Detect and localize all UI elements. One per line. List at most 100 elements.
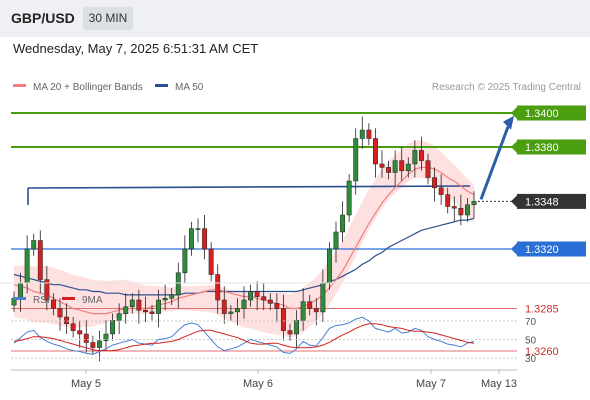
candle-down xyxy=(208,248,214,275)
price-label-pointer xyxy=(511,243,517,255)
candle-down xyxy=(280,308,286,331)
rsi-level-label: 50 xyxy=(525,336,537,347)
rsi-level-label: 30 xyxy=(525,354,537,365)
ma50-legend-label: MA 50 xyxy=(175,82,204,93)
candle-up xyxy=(156,299,162,314)
price-label-pointer xyxy=(511,141,517,153)
header-bar: GBP/USD 30 MIN xyxy=(0,0,590,37)
candle-down xyxy=(57,308,63,318)
candle-down xyxy=(261,296,267,301)
candle-down xyxy=(254,291,260,297)
time-label: May 7 xyxy=(416,378,446,390)
candle-up xyxy=(195,228,201,230)
candle-down xyxy=(313,308,319,313)
timeframe-button[interactable]: 30 MIN xyxy=(83,7,133,30)
candle-up xyxy=(294,320,300,335)
time-label: May 13 xyxy=(481,378,517,390)
candle-up xyxy=(169,294,175,299)
candle-up xyxy=(228,311,234,314)
time-label: May 6 xyxy=(243,378,273,390)
price-label-box xyxy=(517,105,586,121)
candle-up xyxy=(24,248,30,284)
candle-down xyxy=(221,299,227,314)
candle-down xyxy=(379,163,385,168)
candle-down xyxy=(425,160,431,178)
candle-up xyxy=(346,180,352,216)
candle-down xyxy=(267,299,273,304)
price-label-1.3285: 1.3285 xyxy=(525,304,559,316)
candle-up xyxy=(248,291,254,301)
price-label-1.3260: 1.3260 xyxy=(525,346,559,358)
candle-up xyxy=(464,204,470,216)
candle-up xyxy=(333,231,339,250)
ma20-legend-swatch xyxy=(13,84,26,87)
forecast-arrow-head xyxy=(503,115,514,130)
currency-pair: GBP/USD xyxy=(11,10,75,26)
candle-down xyxy=(37,240,43,280)
candle-down xyxy=(366,129,372,139)
candle-up xyxy=(392,160,398,173)
candle-down xyxy=(142,309,148,313)
candle-up xyxy=(182,248,188,274)
time-axis: May 5 May 6 May 7 May 13 xyxy=(71,370,517,390)
ma20-legend-label: MA 20 + Bollinger Bands xyxy=(33,82,143,93)
price-label-pointer xyxy=(511,195,517,208)
rsi-line xyxy=(13,316,475,355)
rsi-legend-label: RSI xyxy=(33,295,50,306)
candle-up xyxy=(359,129,365,139)
candle-down xyxy=(307,301,313,309)
candle-down xyxy=(83,333,89,343)
candle-up xyxy=(162,298,168,301)
time-label: May 5 xyxy=(71,378,101,390)
candle-up xyxy=(320,282,326,313)
candle-up xyxy=(18,282,24,299)
research-credit: Research © 2025 Trading Central xyxy=(432,82,581,93)
candle-up xyxy=(326,248,332,284)
candle-down xyxy=(215,274,221,301)
price-label-1.3380: 1.3380 xyxy=(525,142,559,154)
candle-down xyxy=(149,311,155,314)
candle-down xyxy=(418,150,424,161)
rsi-ma-legend-label: 9MA xyxy=(82,295,103,306)
candle-down xyxy=(432,177,438,189)
price-label-1.3320: 1.3320 xyxy=(525,244,559,256)
candle-up xyxy=(96,340,102,348)
candle-down xyxy=(202,228,208,250)
price-label-box xyxy=(517,193,586,209)
candle-down xyxy=(274,303,280,309)
candle-up xyxy=(31,240,37,250)
candle-up xyxy=(129,299,135,308)
candle-down xyxy=(136,299,142,311)
candle-down xyxy=(445,194,451,207)
price-label-box xyxy=(517,241,586,257)
candle-up xyxy=(188,228,194,250)
rsi-layer: 70 50 30 xyxy=(11,316,537,365)
candle-up xyxy=(123,306,129,314)
candle-down xyxy=(77,330,83,335)
candle-up xyxy=(471,201,477,206)
rsi-level-label: 70 xyxy=(525,317,537,328)
candle-down xyxy=(44,279,50,301)
price-label-pointer xyxy=(511,107,517,119)
candle-up xyxy=(175,272,181,296)
candle-down xyxy=(64,316,70,325)
candle-up xyxy=(103,333,109,342)
candle-up xyxy=(353,138,359,182)
rsi-ma-legend-swatch xyxy=(62,297,75,300)
candle-down xyxy=(90,342,96,348)
candle-down xyxy=(386,167,392,173)
bollinger-band xyxy=(14,140,474,338)
candle-down xyxy=(458,207,464,216)
candle-up xyxy=(110,320,116,335)
candle-up xyxy=(234,308,240,313)
candle-down xyxy=(287,330,293,335)
chart-datetime: Wednesday, May 7, 2025 6:51:31 AM CET xyxy=(13,41,259,56)
candle-up xyxy=(241,299,247,309)
price-label-1.3348: 1.3348 xyxy=(525,196,559,208)
forecast-arrow-shaft xyxy=(479,126,510,200)
range-top-line xyxy=(27,185,471,189)
price-label-box xyxy=(517,139,586,155)
candle-down xyxy=(399,160,405,172)
candle-up xyxy=(116,313,122,321)
